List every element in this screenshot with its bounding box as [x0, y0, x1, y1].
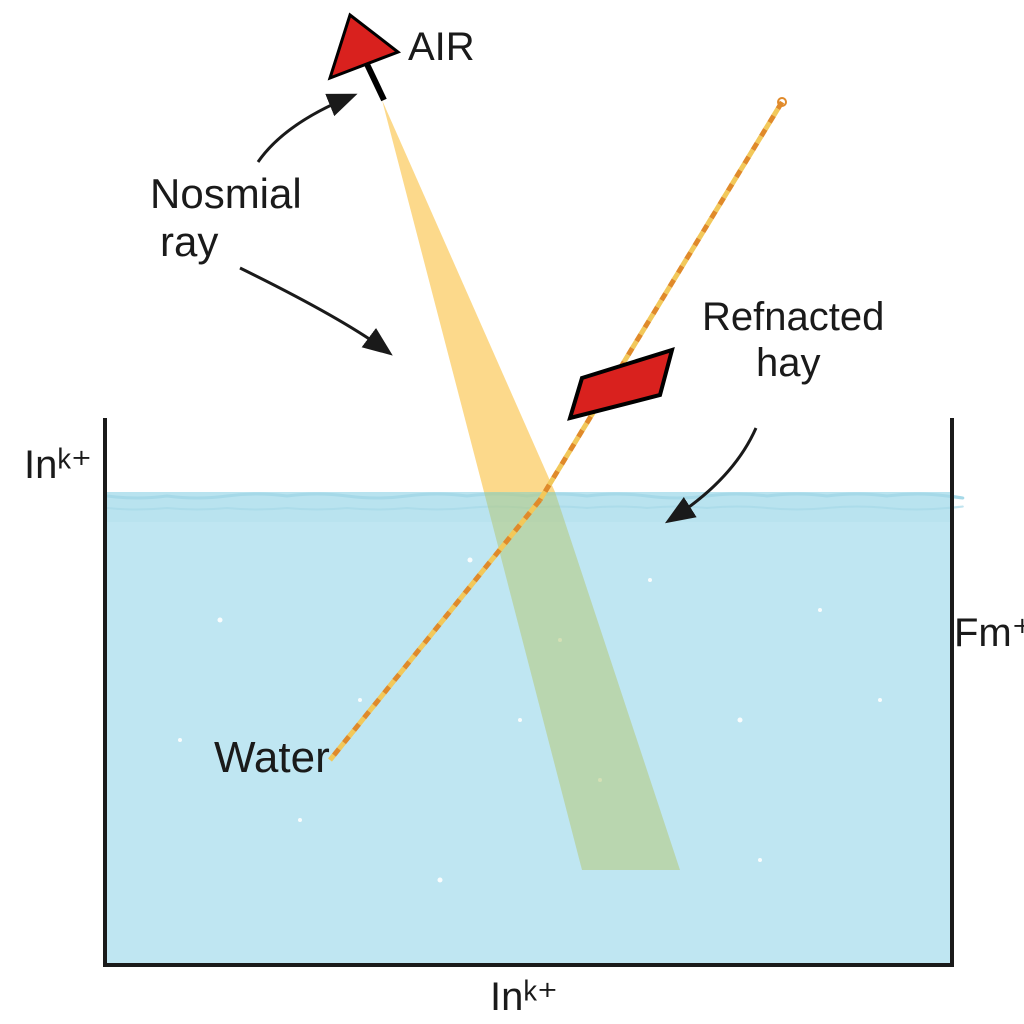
label-in-left: Inᵏ⁺: [24, 443, 92, 487]
label-air: AIR: [408, 25, 475, 69]
water-bubble: [878, 698, 882, 702]
incident-beam: [382, 100, 555, 492]
normal-arrow-shaft: [365, 60, 384, 100]
water-bubble: [358, 698, 362, 702]
water-bubble: [738, 718, 743, 723]
label-in-bottom: Inᵏ⁺: [490, 975, 558, 1019]
pointer-arrow-to-beam: [240, 268, 388, 352]
label-nosmial-line2: ray: [160, 218, 218, 265]
water-bubble: [178, 738, 182, 742]
label-water: Water: [214, 733, 330, 782]
normal-arrow-head: [330, 15, 398, 78]
label-fm-right: Fm⁺: [954, 611, 1024, 655]
water-bubble: [468, 558, 473, 563]
water-bubble: [438, 878, 443, 883]
water-bubble: [218, 618, 223, 623]
water-bubble: [298, 818, 302, 822]
water-bubble: [818, 608, 822, 612]
pointer-arrow-to-normal: [258, 96, 352, 162]
water-bubble: [518, 718, 522, 722]
label-nosmial-line1: Nosmial: [150, 170, 302, 217]
water-bubble: [648, 578, 652, 582]
label-refnacted-line2: hay: [756, 341, 821, 385]
red-diamond-marker: [570, 350, 672, 418]
refraction-diagram: AIR Nosmialray Refnactedhay Inᵏ⁺ Fm⁺ Water Inᵏ…: [0, 0, 1024, 1024]
water-bubble: [758, 858, 762, 862]
label-refnacted-line1: Refnacted: [702, 295, 884, 339]
